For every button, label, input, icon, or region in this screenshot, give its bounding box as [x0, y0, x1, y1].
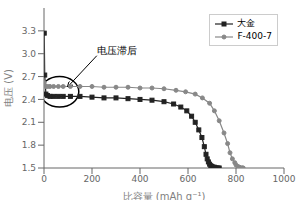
html-text:F-400-7: F-400-7: [237, 31, 272, 41]
svg-text:1000: 1000: [273, 174, 292, 184]
html-text:大金: 大金: [237, 18, 256, 28]
svg-text:1.8: 1.8: [22, 140, 37, 150]
svg-text:600: 600: [179, 174, 196, 184]
svg-text:2.4: 2.4: [22, 95, 37, 105]
svg-text:0: 0: [41, 174, 47, 184]
svg-text:800: 800: [227, 174, 244, 184]
svg-text:电压滞后: 电压滞后: [97, 45, 137, 56]
svg-text:3.3: 3.3: [22, 26, 36, 36]
svg-text:400: 400: [131, 174, 148, 184]
svg-text:2.1: 2.1: [22, 117, 36, 127]
svg-text:电压 (V): 电压 (V): [8, 69, 14, 107]
svg-text:2.7: 2.7: [22, 72, 36, 82]
svg-text:3.0: 3.0: [22, 49, 37, 59]
svg-text:200: 200: [83, 174, 100, 184]
svg-text:1.5: 1.5: [22, 163, 36, 173]
svg-text:比容量 (mAh g⁻¹): 比容量 (mAh g⁻¹): [123, 191, 206, 200]
